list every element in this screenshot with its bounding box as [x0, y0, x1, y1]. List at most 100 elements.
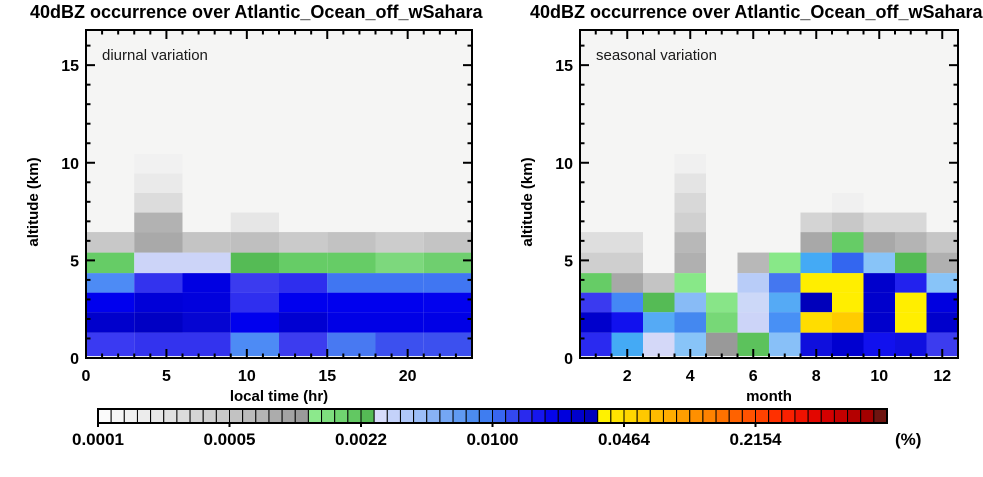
- heatmap-cell: [674, 153, 706, 174]
- heatmap-cell: [580, 312, 612, 333]
- heatmap-cell: [674, 212, 706, 233]
- heatmap-cell: [134, 273, 183, 293]
- colorbar-tick-label: 0.2154: [730, 430, 783, 449]
- x-tick-label: 12: [933, 368, 951, 385]
- heatmap-cell: [279, 252, 328, 274]
- colorbar-tick-label: 0.0001: [72, 430, 124, 449]
- x-tick-label: 10: [870, 368, 888, 385]
- panel-annotation: seasonal variation: [596, 47, 717, 64]
- colorbar-cell: [702, 408, 717, 424]
- y-tick-label: 15: [61, 58, 79, 75]
- colorbar-cell: [150, 408, 165, 424]
- heatmap-cell: [832, 193, 864, 213]
- heatmap-cell: [230, 332, 279, 357]
- panel-annotation: diurnal variation: [102, 47, 208, 64]
- colorbar-cell: [452, 408, 467, 424]
- colorbar-cell: [386, 408, 401, 424]
- heatmap-cell: [279, 292, 328, 313]
- seasonal-cells: [580, 153, 958, 357]
- heatmap-cell: [230, 292, 279, 313]
- colorbar-cell: [715, 408, 730, 424]
- heatmap-cell: [580, 273, 612, 293]
- colorbar-tick-label: 0.0464: [598, 430, 651, 449]
- x-tick-label: 6: [749, 368, 758, 385]
- y-tick-label: 5: [70, 253, 79, 270]
- y-axis-label: altitude (km): [519, 157, 536, 246]
- colorbar-cell: [229, 408, 244, 424]
- heatmap-cell: [643, 292, 675, 313]
- colorbar-cell: [110, 408, 125, 424]
- colorbar-cell: [557, 408, 572, 424]
- x-tick-label: 4: [686, 368, 695, 385]
- heatmap-cell: [863, 252, 895, 274]
- heatmap-cell: [134, 292, 183, 313]
- colorbar-cell: [623, 408, 638, 424]
- colorbar-cell: [847, 408, 862, 424]
- heatmap-cell: [863, 332, 895, 357]
- colorbar-cell: [570, 408, 586, 424]
- heatmap-cell: [423, 273, 472, 293]
- colorbar-cell: [307, 408, 323, 424]
- heatmap-cell: [737, 312, 769, 333]
- colorbar-cell: [189, 408, 204, 424]
- y-tick-label: 15: [555, 58, 573, 75]
- heatmap-cell: [863, 273, 895, 293]
- heatmap-cell: [832, 292, 864, 313]
- colorbar-cell: [465, 408, 480, 424]
- colorbar-cell: [413, 408, 428, 424]
- colorbar-cell: [426, 408, 441, 424]
- heatmap-cell: [182, 232, 231, 253]
- heatmap-cell: [674, 173, 706, 194]
- colorbar-cell: [610, 408, 625, 424]
- colorbar-cell: [202, 408, 217, 424]
- heatmap-cell: [832, 332, 864, 357]
- heatmap-cell: [643, 312, 675, 333]
- colorbar-cell: [163, 408, 178, 424]
- heatmap-cell: [737, 292, 769, 313]
- colorbar-cell: [544, 408, 559, 424]
- heatmap-cell: [230, 312, 279, 333]
- heatmap-cell: [134, 193, 183, 213]
- diurnal-panel: 0 5 10 15 20 0 5 10 15 local time (hr) altitude (k…: [25, 29, 473, 405]
- heatmap-cell: [800, 292, 832, 313]
- heatmap-cell: [800, 273, 832, 293]
- heatmap-cell: [674, 232, 706, 253]
- heatmap-cell: [327, 273, 376, 293]
- heatmap-cell: [769, 292, 801, 313]
- colorbar-cell: [399, 408, 415, 424]
- plot-frame: [579, 29, 959, 359]
- heatmap-cell: [230, 252, 279, 274]
- heatmap-cell: [611, 312, 643, 333]
- colorbar-cell: [136, 408, 152, 424]
- heatmap-cell: [926, 252, 958, 274]
- colorbar-cell: [97, 408, 112, 424]
- x-axis-label: month: [746, 388, 792, 405]
- y-tick-label: 0: [70, 351, 79, 368]
- colorbar-cell: [807, 408, 822, 424]
- heatmap-cell: [895, 273, 927, 293]
- heatmap-cell: [769, 252, 801, 274]
- right-plot-title: 40dBZ occurrence over Atlantic_Ocean_off…: [530, 2, 983, 22]
- heatmap-cell: [230, 273, 279, 293]
- colorbar-cell: [768, 408, 783, 424]
- heatmap-cell: [674, 273, 706, 293]
- diurnal-cells: [86, 153, 472, 357]
- colorbar-cell: [505, 408, 520, 424]
- heatmap-cell: [375, 252, 424, 274]
- heatmap-cell: [327, 252, 376, 274]
- plot-frame: [85, 29, 473, 359]
- heatmap-cell: [86, 292, 135, 313]
- heatmap-cell: [375, 232, 424, 253]
- heatmap-cell: [800, 312, 832, 333]
- x-axis-label: local time (hr): [230, 388, 328, 405]
- colorbar-cell: [478, 408, 494, 424]
- heatmap-cell: [327, 312, 376, 333]
- heatmap-cell: [611, 252, 643, 274]
- x-tick-label: 8: [812, 368, 821, 385]
- heatmap-cell: [800, 232, 832, 253]
- x-tick-label: 5: [162, 368, 171, 385]
- heatmap-cell: [737, 332, 769, 357]
- heatmap-cell: [580, 292, 612, 313]
- seasonal-panel: 2 4 6 8 10 12 0 5 10 15 month altitude (km) seasonal…: [519, 29, 959, 405]
- heatmap-cell: [182, 292, 231, 313]
